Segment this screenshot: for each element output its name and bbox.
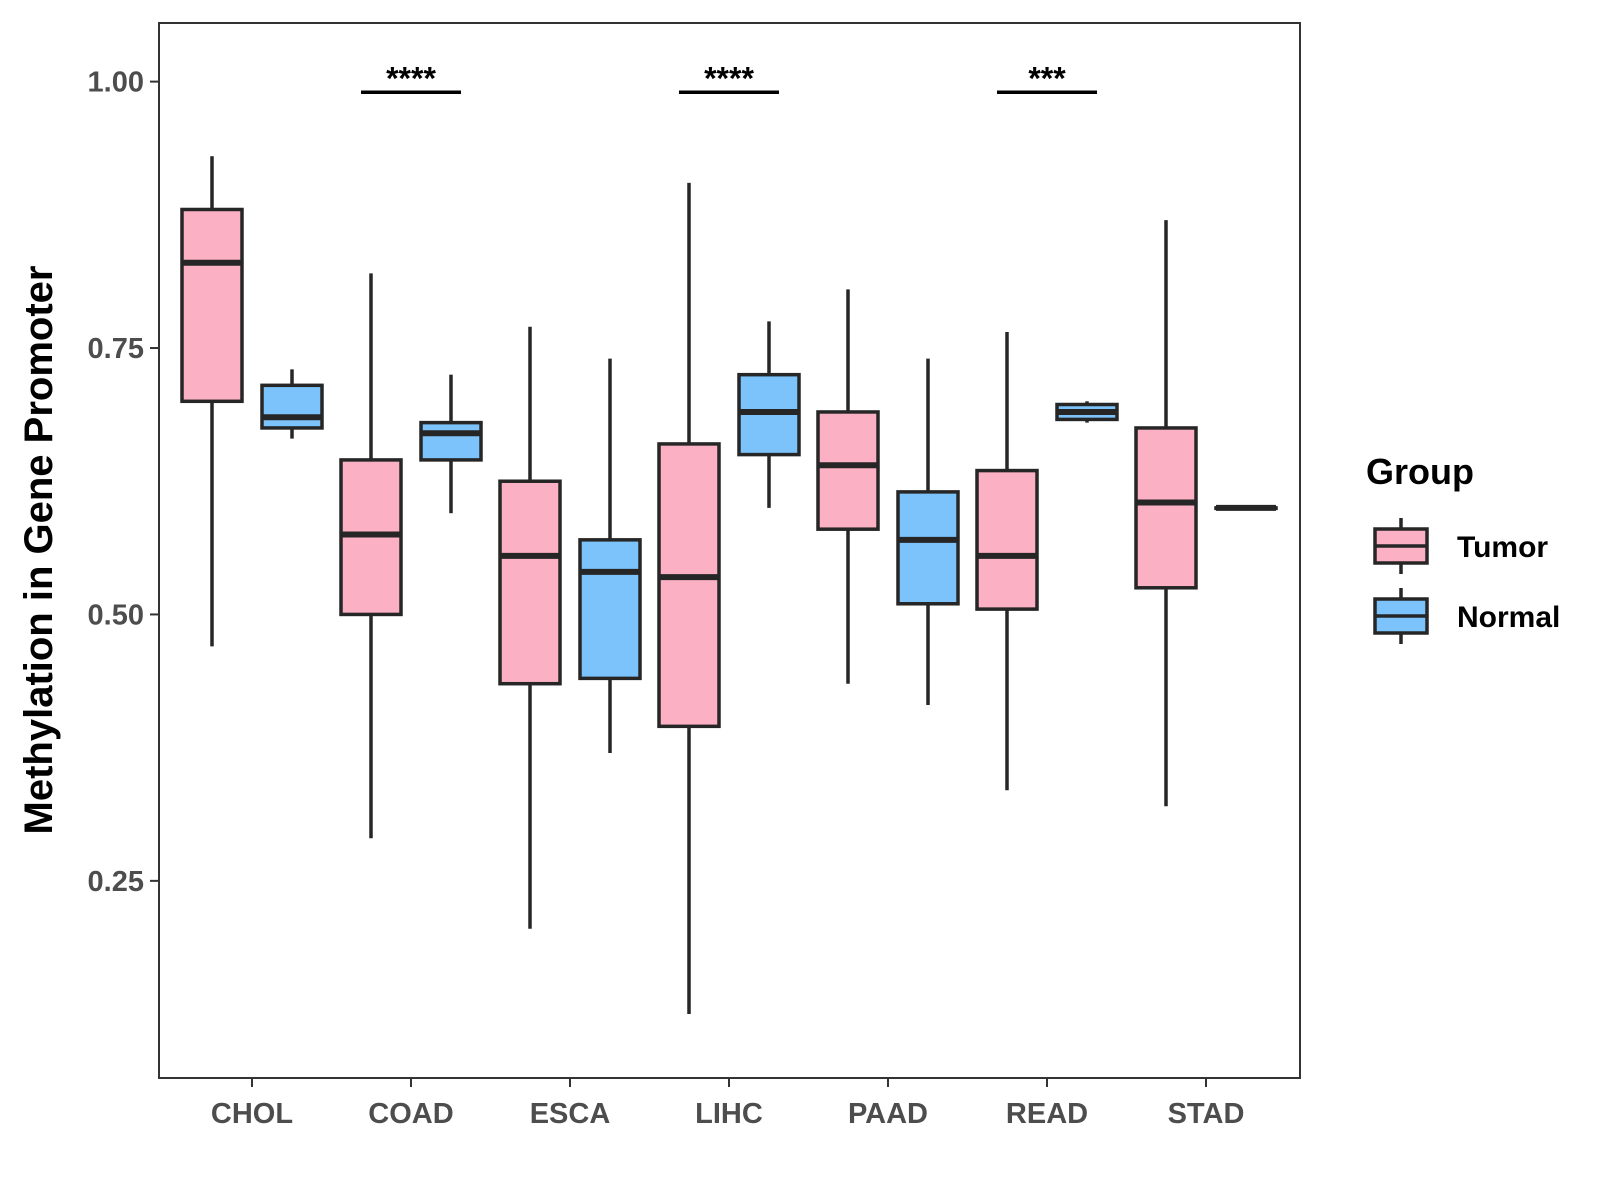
box-body [498,479,562,686]
box-tumor-lihc [657,182,721,1015]
box-tumor-esca [498,326,562,929]
box-body [816,410,880,531]
box-body [260,383,324,430]
box-tumor-stad [1134,220,1198,807]
y-axis-title: Methylation in Gene Promoter [17,266,61,835]
x-tick-label-read: READ [1006,1098,1088,1130]
x-axis: CHOL COAD ESCA LIHC PAAD READ STAD [211,1078,1244,1130]
box-normal-paad [896,358,960,706]
x-tick-label-esca: ESCA [530,1098,611,1130]
legend-label: Normal [1457,601,1560,634]
significance-label: **** [704,60,754,96]
boxes-layer [180,156,1278,1015]
panel-background [159,23,1300,1078]
box-normal-chol [260,369,324,439]
x-tick-label-stad: STAD [1168,1098,1245,1130]
box-body [657,442,721,729]
legend-entry-normal: Normal [1373,588,1560,644]
box-body [419,420,483,462]
significance-layer: **** **** *** [361,60,1097,96]
y-tick-label: 1.00 [88,67,144,99]
x-tick-label-coad: COAD [368,1098,453,1130]
box-body [180,207,244,404]
significance-label: *** [1028,60,1066,96]
y-tick-label: 0.25 [88,866,144,898]
box-body [1134,426,1198,590]
box-tumor-chol [180,156,244,647]
x-tick-label-chol: CHOL [211,1098,293,1130]
box-normal-stad [1214,504,1278,511]
box-tumor-coad [339,273,403,839]
box-normal-coad [419,374,483,514]
box-normal-lihc [737,321,801,508]
legend-title: Group [1366,451,1474,492]
box-body [975,468,1039,611]
y-axis: 0.25 0.50 0.75 1.00 [88,67,159,898]
box-body [578,538,642,681]
box-body [896,490,960,606]
x-tick-label-paad: PAAD [848,1098,928,1130]
box-tumor-read [975,332,1039,791]
box-normal-esca [578,358,642,753]
y-tick-label: 0.75 [88,333,144,365]
significance-label: **** [386,60,436,96]
legend-entry-tumor: Tumor [1373,518,1548,574]
box-tumor-paad [816,289,880,684]
x-tick-label-lihc: LIHC [695,1098,763,1130]
y-tick-label: 0.50 [88,599,144,631]
legend-label: Tumor [1457,531,1548,564]
legend: Group Tumor Normal [1366,451,1560,644]
box-normal-read [1055,401,1119,423]
